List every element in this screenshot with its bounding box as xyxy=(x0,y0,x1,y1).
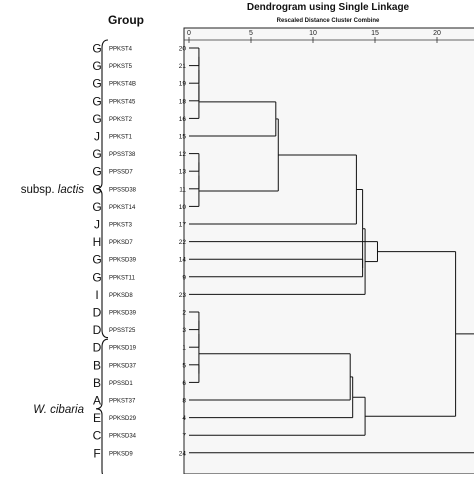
leaf-strain-label: PPKST3 xyxy=(109,223,133,229)
axis-tick-label: 15 xyxy=(371,30,379,37)
leaf-group-letter: D xyxy=(93,323,102,337)
leaf-strain-label: PPKSD8 xyxy=(109,293,133,299)
leaf-strain-label: PPKSD7 xyxy=(109,240,133,246)
leaf-group-letter: B xyxy=(93,376,101,390)
leaf-number: 16 xyxy=(179,116,187,123)
leaf-number: 1 xyxy=(182,345,186,352)
chart-subtitle: Rescaled Distance Cluster Combine xyxy=(277,18,380,24)
leaf-group-letter: D xyxy=(93,341,102,355)
leaf-number: 10 xyxy=(179,204,187,211)
leaf-number: 7 xyxy=(182,433,186,440)
leaf-strain-label: PPKSD34 xyxy=(109,434,137,440)
leaf-number: 14 xyxy=(179,257,187,264)
leaf-strain-label: PPKSD39 xyxy=(109,311,137,317)
leaf-group-letter: G xyxy=(92,270,101,284)
leaf-group-letter: B xyxy=(93,358,101,372)
axis-tick-label: 5 xyxy=(249,30,253,37)
leaf-strain-label: PPSSD1 xyxy=(109,381,133,387)
leaf-group-letter: D xyxy=(93,306,102,320)
leaf-number: 24 xyxy=(179,450,187,457)
leaf-strain-label: PPKSD29 xyxy=(109,416,137,422)
leaf-number: 8 xyxy=(182,398,186,405)
leaf-strain-label: PPKSD37 xyxy=(109,363,137,369)
cluster-label: W. cibaria xyxy=(33,404,84,416)
leaf-number: 12 xyxy=(179,151,187,158)
leaf-group-letter: G xyxy=(92,182,101,196)
leaf-number: 18 xyxy=(179,98,187,105)
leaf-strain-label: PPKSD9 xyxy=(109,451,133,457)
leaf-group-letter: A xyxy=(93,394,101,408)
plot-area xyxy=(183,27,474,475)
leaf-strain-label: PPKST4 xyxy=(109,47,133,53)
leaf-strain-label: PPKST37 xyxy=(109,399,136,405)
leaf-strain-label: PPSSD38 xyxy=(109,187,137,193)
leaf-number: 15 xyxy=(179,134,187,141)
leaf-number: 3 xyxy=(182,327,186,334)
leaf-number: 19 xyxy=(179,81,187,88)
leaf-group-letter: G xyxy=(92,147,101,161)
cluster-label-italic: W. cibaria xyxy=(33,404,84,416)
leaf-group-letter: G xyxy=(92,77,101,91)
leaf-group-letter: H xyxy=(93,235,102,249)
leaf-number: 4 xyxy=(182,415,186,422)
cluster-label-plain: subsp. xyxy=(21,184,58,196)
leaf-group-letter: G xyxy=(92,59,101,73)
leaf-strain-label: PPKST1 xyxy=(109,135,133,141)
leaf-group-letter: G xyxy=(92,253,101,267)
leaf-strain-label: PPKSD39 xyxy=(109,258,137,264)
leaf-strain-label: PPKST4B xyxy=(109,82,136,88)
leaf-number: 13 xyxy=(179,169,187,176)
leaf-number: 20 xyxy=(179,46,187,53)
leaf-group-letter: J xyxy=(94,130,100,144)
leaf-group-letter: G xyxy=(92,94,101,108)
leaf-number: 5 xyxy=(182,362,186,369)
cluster-label-italic: lactis xyxy=(58,184,84,196)
leaf-number: 23 xyxy=(179,292,187,299)
leaf-number: 22 xyxy=(179,239,187,246)
leaf-strain-label: PPKST2 xyxy=(109,117,133,123)
leaf-strain-label: PPSST25 xyxy=(109,328,136,334)
axis-tick-label: 10 xyxy=(309,30,317,37)
leaf-group-letter: G xyxy=(92,200,101,214)
leaf-strain-label: PPKST14 xyxy=(109,205,136,211)
leaf-group-letter: G xyxy=(92,165,101,179)
leaf-group-letter: F xyxy=(93,446,100,460)
leaf-strain-label: PPSSD7 xyxy=(109,170,133,176)
leaf-group-letter: C xyxy=(93,429,102,443)
leaf-group-letter: J xyxy=(94,218,100,232)
cluster-brace xyxy=(95,39,109,339)
leaf-number: 11 xyxy=(179,186,186,193)
leaf-group-letter: G xyxy=(92,42,101,56)
leaf-group-letter: G xyxy=(92,112,101,126)
leaf-number: 6 xyxy=(182,380,186,387)
leaf-group-letter: E xyxy=(93,411,101,425)
leaf-strain-label: PPKSD19 xyxy=(109,346,137,352)
axis-tick-label: 20 xyxy=(433,30,441,37)
leaf-group-letter: I xyxy=(95,288,98,302)
axis-tick-label: 0 xyxy=(187,30,191,37)
group-column-header: Group xyxy=(108,13,144,27)
leaf-number: 17 xyxy=(179,222,187,229)
leaf-strain-label: PPKST11 xyxy=(109,275,136,281)
cluster-label: subsp. lactis xyxy=(21,184,85,196)
leaf-number: 2 xyxy=(182,310,186,317)
leaf-number: 21 xyxy=(179,63,187,70)
leaf-strain-label: PPKST45 xyxy=(109,99,136,105)
leaf-number: 9 xyxy=(182,274,186,281)
leaf-strain-label: PPSST38 xyxy=(109,152,136,158)
chart-title: Dendrogram using Single Linkage xyxy=(247,2,410,13)
leaf-strain-label: PPKST5 xyxy=(109,64,133,70)
